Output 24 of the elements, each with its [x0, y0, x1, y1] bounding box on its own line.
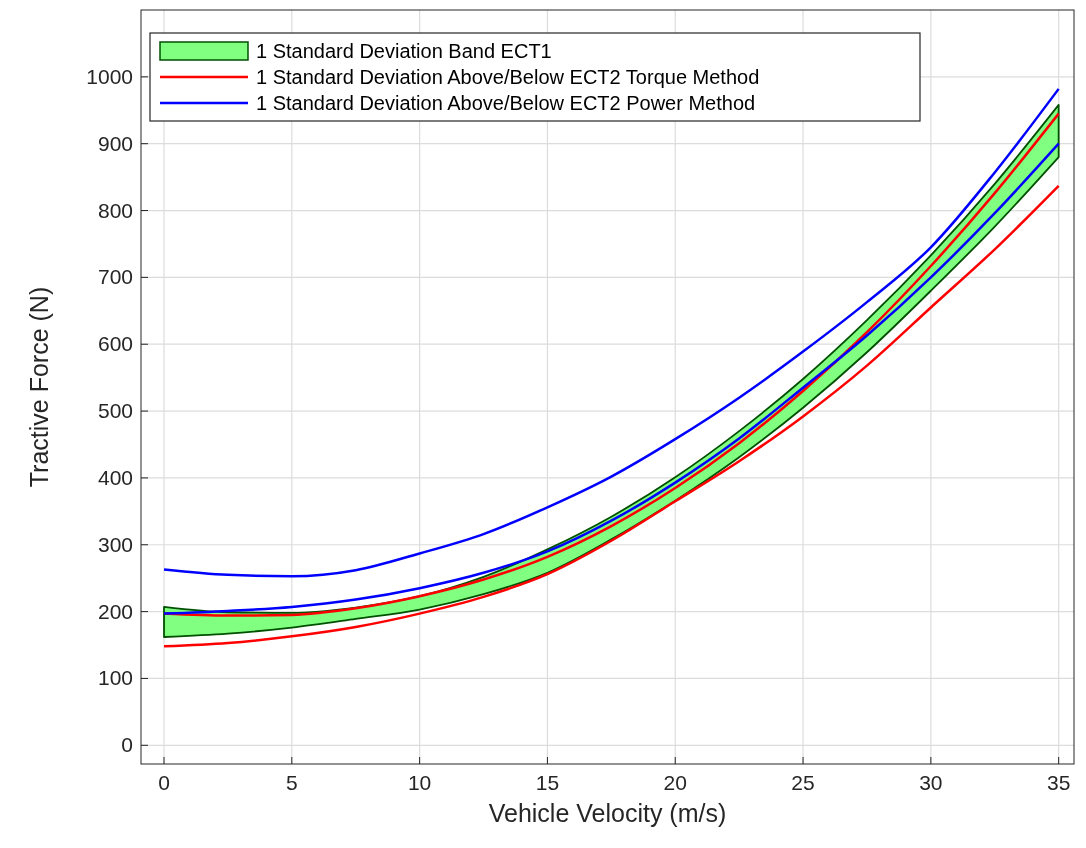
x-tick-label: 30: [919, 771, 943, 794]
x-tick-label: 0: [158, 771, 170, 794]
y-tick-label: 800: [97, 198, 133, 222]
y-tick-label: 100: [97, 666, 133, 690]
legend-label: 1 Standard Deviation Above/Below ECT2 Power Method: [256, 92, 756, 114]
y-axis-title: Tractive Force (N): [25, 286, 53, 488]
x-tick-label: 15: [535, 771, 560, 794]
y-tick-label: 600: [97, 332, 133, 356]
legend-label: 1 Standard Deviation Band ECT1: [256, 40, 552, 62]
x-axis-title: Vehicle Velocity (m/s): [488, 799, 727, 827]
legend-label: 1 Standard Deviation Above/Below ECT2 Torque Method: [256, 66, 760, 88]
x-tick-label: 10: [407, 771, 432, 794]
y-tick-label: 0: [121, 733, 133, 757]
x-tick-label: 35: [1046, 771, 1071, 794]
y-tick-label: 500: [97, 399, 133, 423]
x-tick-label: 20: [663, 771, 687, 794]
y-tick-label: 200: [97, 599, 133, 623]
y-tick-label: 700: [97, 265, 133, 289]
x-tick-label: 25: [791, 771, 815, 794]
y-tick-label: 300: [97, 532, 133, 556]
y-tick-label: 1000: [86, 64, 133, 88]
x-tick-label: 5: [285, 771, 298, 794]
y-tick-label: 400: [97, 465, 133, 489]
y-tick-label: 900: [97, 131, 133, 155]
